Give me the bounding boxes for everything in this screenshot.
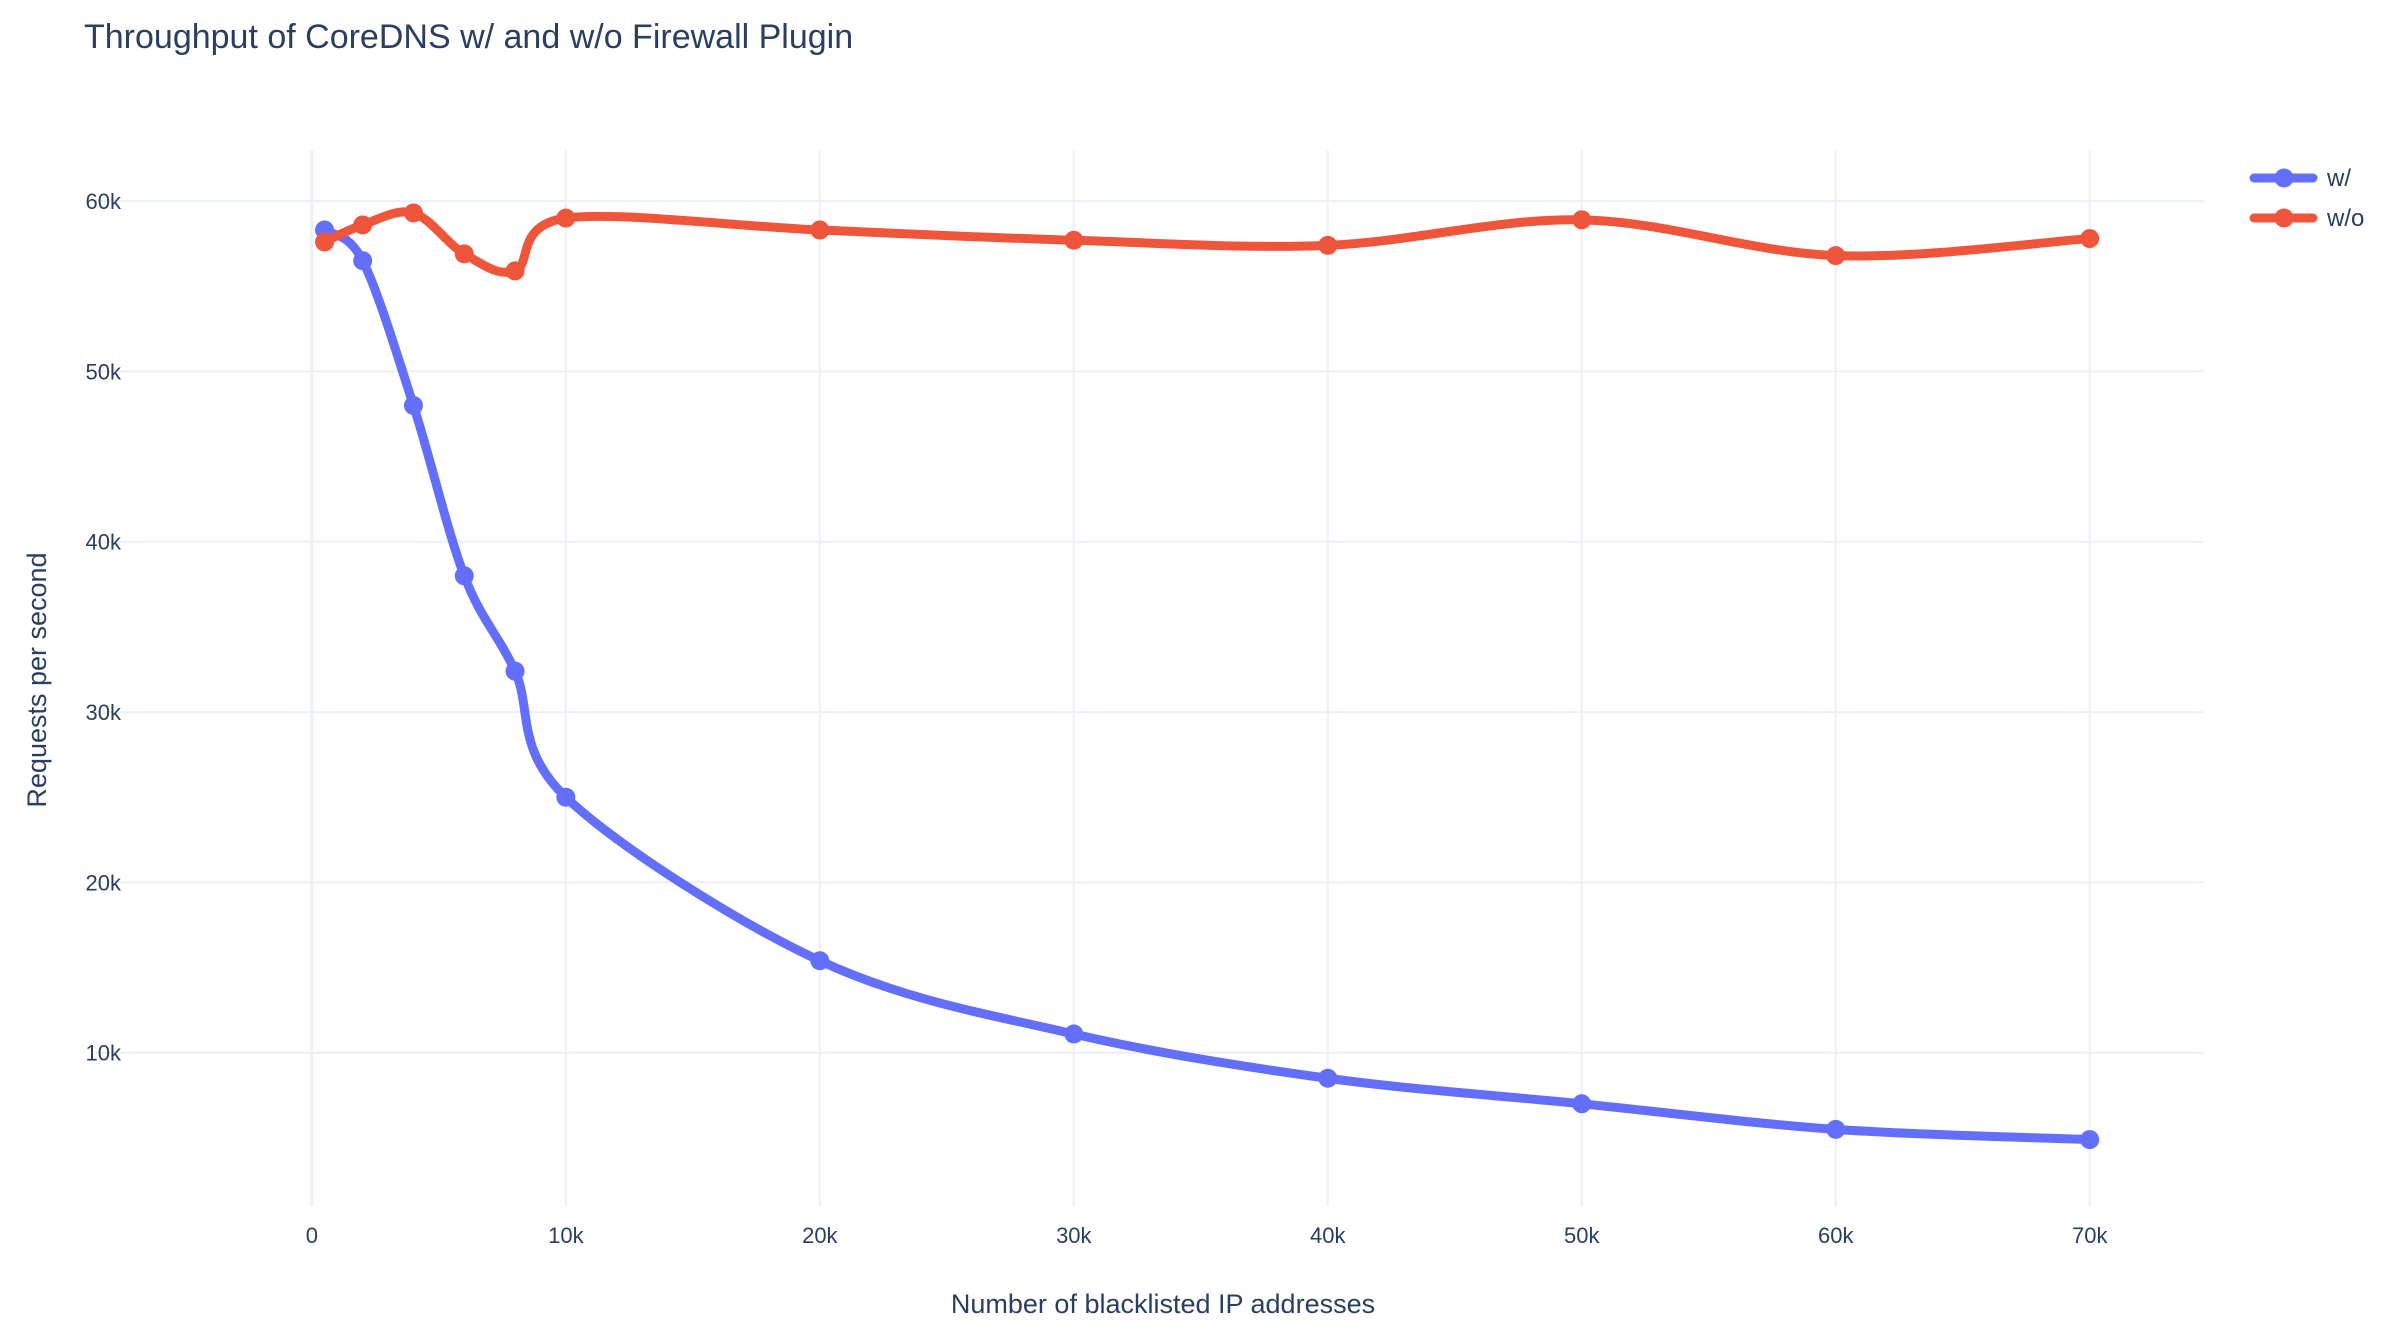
x-tick-label: 40k (1310, 1223, 1346, 1248)
x-tick-label: 60k (1818, 1223, 1854, 1248)
data-point[interactable] (353, 215, 373, 235)
data-point[interactable] (810, 951, 830, 971)
x-tick-label: 50k (1564, 1223, 1600, 1248)
legend-item-wo[interactable]: w/o (2249, 205, 2364, 232)
series-without-firewall (315, 203, 2100, 281)
data-point[interactable] (403, 203, 423, 223)
x-tick-label: 10k (548, 1223, 584, 1248)
y-tick-label: 20k (86, 870, 122, 895)
x-tick-label: 70k (2072, 1223, 2108, 1248)
legend-swatch-marker (2274, 208, 2294, 228)
data-point[interactable] (1064, 230, 1084, 250)
x-tick-label: 20k (802, 1223, 838, 1248)
data-point[interactable] (1826, 246, 1846, 266)
data-point[interactable] (454, 244, 474, 264)
x-tick-label: 0 (306, 1223, 318, 1248)
grid-layer (96, 150, 2204, 1206)
data-point[interactable] (353, 251, 373, 271)
y-tick-label: 30k (86, 700, 122, 725)
data-point[interactable] (505, 661, 525, 681)
data-point[interactable] (403, 395, 423, 415)
y-tick-label: 10k (86, 1041, 122, 1066)
x-axis-title: Number of blacklisted IP addresses (951, 1289, 1375, 1319)
data-point[interactable] (454, 566, 474, 586)
data-point[interactable] (1064, 1024, 1084, 1044)
data-point[interactable] (556, 208, 576, 228)
data-point[interactable] (1826, 1119, 1846, 1139)
legend-label: w/ (2326, 165, 2351, 192)
legend[interactable]: w/w/o (2249, 165, 2364, 232)
tick-layer: 0 10k 20k 30k 40k 50k 60k 70k 10k 20k 30k 40k 50k 60k (86, 189, 2109, 1248)
legend-label: w/o (2326, 205, 2364, 232)
legend-item-w[interactable]: w/ (2249, 165, 2351, 192)
data-point[interactable] (556, 787, 576, 807)
chart-title: Throughput of CoreDNS w/ and w/o Firewal… (84, 18, 853, 56)
data-point[interactable] (1572, 210, 1592, 230)
data-point[interactable] (505, 261, 525, 281)
data-point[interactable] (1318, 1068, 1338, 1088)
series-layer (315, 203, 2100, 1150)
y-tick-label: 40k (86, 530, 122, 555)
x-tick-label: 30k (1056, 1223, 1092, 1248)
data-point[interactable] (1572, 1094, 1592, 1114)
y-tick-label: 50k (86, 359, 122, 384)
series-line (320, 225, 2095, 1145)
series-line (320, 207, 2095, 277)
data-point[interactable] (2080, 1130, 2100, 1150)
data-point[interactable] (2080, 229, 2100, 249)
y-tick-label: 60k (86, 189, 122, 214)
data-point[interactable] (810, 220, 830, 240)
y-axis-title: Requests per second (22, 552, 52, 807)
data-point[interactable] (315, 232, 335, 252)
data-point[interactable] (1318, 235, 1338, 255)
legend-swatch-marker (2274, 168, 2294, 188)
series-with-firewall (315, 220, 2100, 1150)
